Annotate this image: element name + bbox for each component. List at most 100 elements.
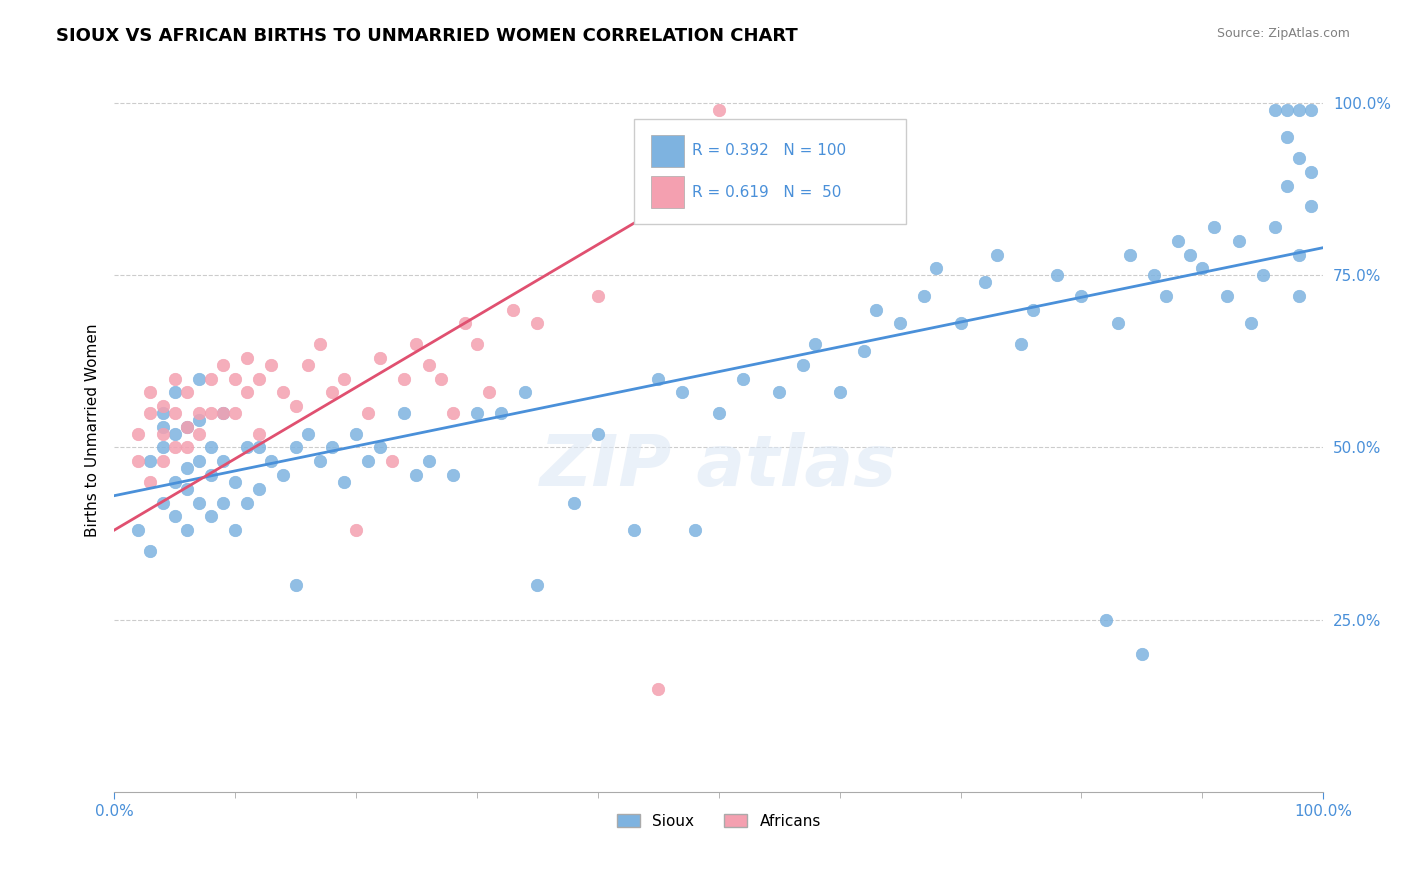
Point: [284, 578, 307, 592]
Point: [152, 441, 174, 455]
Point: [224, 523, 246, 537]
Point: [212, 454, 235, 468]
Point: [465, 337, 488, 351]
Point: [1215, 289, 1237, 303]
Point: [187, 413, 209, 427]
Point: [515, 385, 537, 400]
Point: [224, 371, 246, 385]
Point: [1275, 130, 1298, 145]
Point: [1301, 103, 1323, 117]
Point: [1264, 103, 1286, 117]
Point: [949, 317, 972, 331]
Point: [247, 482, 270, 496]
Point: [236, 441, 259, 455]
Point: [1288, 247, 1310, 261]
Point: [586, 289, 609, 303]
Point: [973, 275, 995, 289]
Point: [1204, 219, 1226, 234]
Point: [357, 454, 380, 468]
Point: [200, 509, 222, 524]
Point: [152, 406, 174, 420]
Point: [139, 475, 162, 489]
Point: [454, 317, 477, 331]
Point: [344, 426, 367, 441]
Text: SIOUX VS AFRICAN BIRTHS TO UNMARRIED WOMEN CORRELATION CHART: SIOUX VS AFRICAN BIRTHS TO UNMARRIED WOM…: [56, 27, 799, 45]
Point: [163, 475, 186, 489]
Point: [731, 371, 754, 385]
Point: [224, 406, 246, 420]
Point: [986, 247, 1008, 261]
Point: [1167, 234, 1189, 248]
Point: [139, 385, 162, 400]
Point: [187, 406, 209, 420]
Point: [308, 454, 330, 468]
Point: [623, 523, 645, 537]
Point: [212, 406, 235, 420]
Point: [912, 289, 935, 303]
Point: [187, 371, 209, 385]
Point: [127, 426, 149, 441]
Point: [152, 495, 174, 509]
Point: [200, 441, 222, 455]
Point: [526, 317, 548, 331]
Point: [187, 426, 209, 441]
Text: Source: ZipAtlas.com: Source: ZipAtlas.com: [1216, 27, 1350, 40]
Point: [176, 482, 198, 496]
Point: [297, 358, 319, 372]
Point: [1119, 247, 1142, 261]
Point: [1301, 199, 1323, 213]
Point: [381, 454, 404, 468]
Point: [127, 454, 149, 468]
Point: [1154, 289, 1177, 303]
Point: [465, 406, 488, 420]
Point: [163, 385, 186, 400]
Point: [1275, 103, 1298, 117]
Point: [247, 371, 270, 385]
Point: [200, 371, 222, 385]
Point: [418, 454, 440, 468]
Point: [768, 385, 790, 400]
Point: [441, 468, 464, 483]
Point: [586, 426, 609, 441]
Point: [163, 406, 186, 420]
Point: [236, 385, 259, 400]
Point: [260, 454, 283, 468]
Point: [1288, 151, 1310, 165]
Legend: Sioux, Africans: Sioux, Africans: [610, 807, 827, 835]
Point: [418, 358, 440, 372]
Point: [284, 441, 307, 455]
Point: [1094, 613, 1116, 627]
Point: [236, 495, 259, 509]
Point: [200, 406, 222, 420]
Point: [357, 406, 380, 420]
Point: [163, 426, 186, 441]
Point: [368, 441, 391, 455]
Point: [247, 441, 270, 455]
Point: [273, 468, 295, 483]
Point: [405, 468, 427, 483]
Point: [368, 351, 391, 365]
Point: [212, 358, 235, 372]
Point: [647, 681, 669, 696]
Point: [163, 441, 186, 455]
Point: [152, 426, 174, 441]
Point: [127, 523, 149, 537]
Point: [139, 454, 162, 468]
Point: [260, 358, 283, 372]
Point: [1264, 219, 1286, 234]
Point: [1275, 178, 1298, 193]
Point: [394, 371, 416, 385]
Point: [333, 371, 356, 385]
Point: [176, 523, 198, 537]
Text: R = 0.619   N =  50: R = 0.619 N = 50: [692, 185, 842, 200]
Point: [671, 385, 693, 400]
Point: [828, 385, 851, 400]
Point: [1046, 268, 1069, 283]
Point: [236, 351, 259, 365]
Point: [526, 578, 548, 592]
Point: [707, 406, 730, 420]
Point: [478, 385, 501, 400]
Point: [333, 475, 356, 489]
Point: [394, 406, 416, 420]
Point: [1251, 268, 1274, 283]
